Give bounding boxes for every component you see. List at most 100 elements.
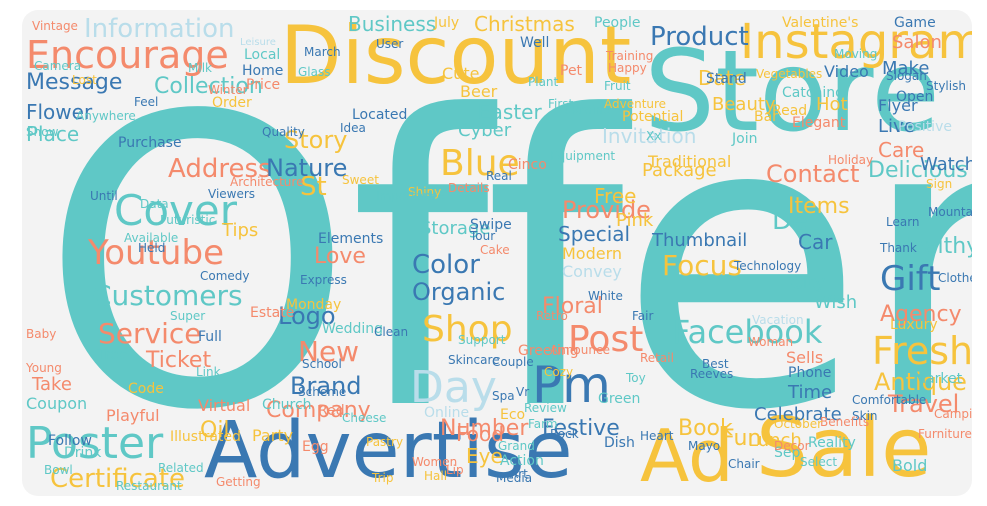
word: Available [124, 231, 179, 245]
word: Lost [72, 73, 97, 87]
word: March [304, 45, 341, 59]
word: Eco [500, 407, 526, 423]
word: Care [878, 138, 925, 162]
word: Media [496, 471, 533, 485]
word: Read [772, 103, 808, 119]
word: Advertise [204, 406, 573, 496]
word: Ad [640, 414, 734, 496]
word: Cinco [508, 157, 547, 173]
word: Organic [412, 278, 506, 306]
word: Package [642, 160, 717, 181]
word: Spa [492, 389, 515, 403]
word: Feel [134, 95, 159, 109]
word: Quality [262, 125, 305, 139]
word: Related [158, 461, 204, 475]
word: Antique [874, 368, 967, 396]
word: Viewers [208, 187, 256, 201]
word: Tips [222, 220, 259, 241]
word: Blue [440, 143, 520, 184]
word: Potential [622, 109, 684, 125]
word: Code [128, 381, 164, 397]
word: Store [644, 27, 941, 157]
word: Stylish [926, 79, 966, 93]
word: Milk [188, 61, 212, 75]
word: Christmas [474, 12, 575, 36]
word: Moving [834, 47, 878, 61]
word: Well [520, 35, 550, 51]
word: Lunch [748, 430, 802, 451]
word: Message [26, 70, 123, 95]
word: Free [594, 184, 637, 208]
word: Pastry [366, 435, 404, 449]
word: Time [788, 382, 833, 403]
word: Camping [934, 407, 972, 421]
word: Learn [886, 215, 920, 229]
word: Company [266, 398, 371, 423]
word: White [588, 289, 623, 303]
word: Full [198, 329, 222, 345]
word: Instagram [740, 14, 972, 70]
word: Beauty [712, 94, 776, 115]
word: Logo [278, 302, 336, 330]
word: Sign [926, 177, 953, 191]
word: Equipment [550, 149, 616, 163]
word: Sells [786, 348, 824, 367]
word: Market [914, 371, 963, 387]
word: Greeting [518, 343, 579, 359]
word: Getting [216, 475, 261, 489]
word: Beer [460, 82, 498, 101]
word: Restaurant [116, 479, 182, 493]
word: Shop [422, 309, 513, 350]
word: Comedy [200, 269, 250, 283]
word: Art [510, 467, 528, 481]
word: Woman [748, 335, 794, 349]
word: Lip [446, 463, 464, 477]
word: Details [448, 181, 490, 195]
word: Festive [542, 416, 620, 441]
word: Eye [466, 444, 503, 468]
word: Date [698, 66, 746, 90]
word: Bold [892, 456, 928, 475]
word: Green [598, 391, 641, 407]
word: Skin [852, 409, 878, 423]
word: Women [412, 455, 458, 469]
word: Playful [106, 406, 160, 425]
word: Express [300, 273, 347, 287]
word: Healthy [894, 234, 972, 259]
word: Address [168, 154, 272, 184]
word: Farm [528, 417, 558, 431]
word: Watch [920, 154, 972, 175]
word: Mayo [688, 439, 721, 453]
word: Clothes [938, 271, 972, 285]
word: Happy [608, 61, 647, 75]
word: Camera [34, 59, 82, 73]
word: Join [732, 131, 758, 147]
word: Invitation [602, 124, 697, 148]
word: Sweet [342, 173, 379, 187]
word: Dish [604, 435, 635, 451]
word: Real [486, 169, 512, 183]
word: Reality [808, 435, 856, 451]
word: First [548, 97, 574, 111]
word: Youtube [88, 233, 224, 273]
word: Leisure [240, 37, 276, 48]
word: Cake [480, 243, 510, 257]
word: Vacation [752, 313, 804, 327]
word: Color [412, 250, 480, 280]
word: Select [800, 455, 838, 469]
word: Red [318, 403, 345, 419]
word: Facebook [672, 313, 823, 351]
word: Make [882, 58, 930, 79]
word: Technology [734, 259, 802, 273]
word: Grand [498, 439, 535, 453]
word: Catching [782, 85, 845, 101]
word: Live [878, 116, 915, 137]
word: Decor [774, 439, 810, 453]
word: People [594, 15, 641, 31]
word: Poster [26, 418, 164, 469]
word: Cheese [342, 411, 387, 425]
word: Elements [318, 231, 384, 247]
word: Wish [814, 292, 858, 313]
word: Celebrate [754, 404, 842, 425]
word: Home [242, 63, 284, 79]
